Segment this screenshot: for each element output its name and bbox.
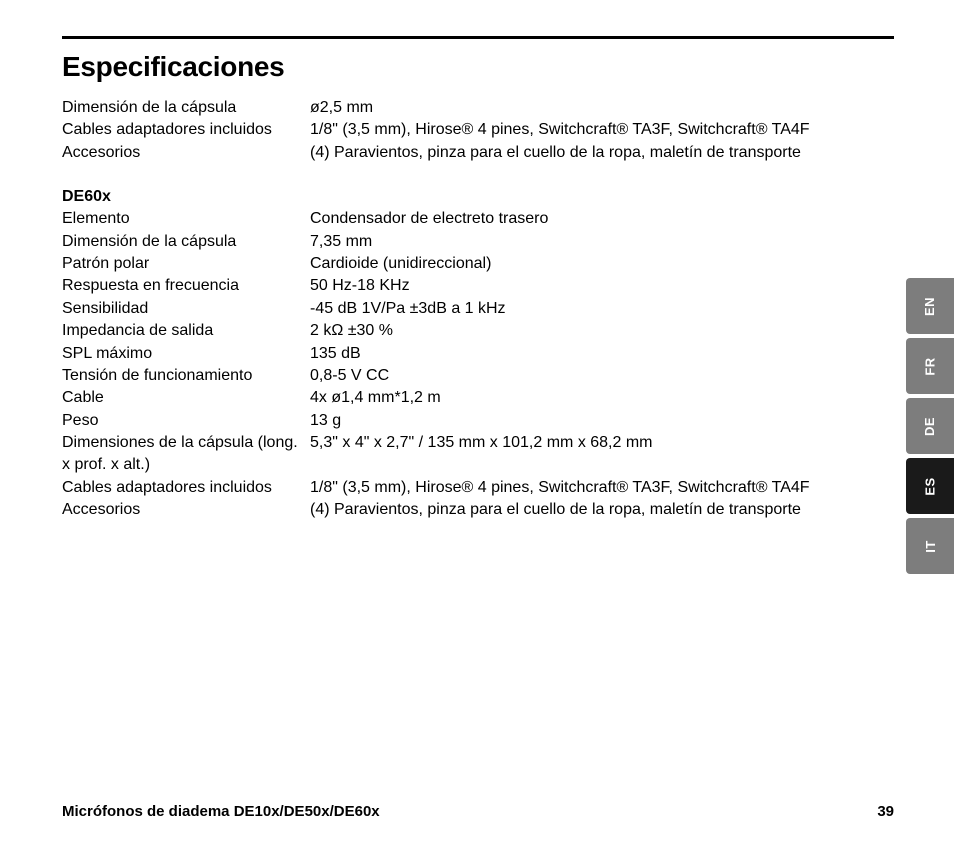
footer-title: Micrófonos de diadema DE10x/DE50x/DE60x (62, 803, 380, 820)
spec-value: (4) Paravientos, pinza para el cuello de… (310, 142, 894, 164)
spec-row: Patrón polar Cardioide (unidireccional) (62, 253, 894, 275)
lang-tab-label: ES (923, 477, 938, 495)
lang-tab-label: DE (923, 416, 938, 435)
subsection-heading: DE60x (62, 188, 894, 206)
spec-value: 2 kΩ ±30 % (310, 320, 894, 342)
spec-value: 1/8" (3,5 mm), Hirose® 4 pines, Switchcr… (310, 119, 894, 141)
spec-row: Respuesta en frecuencia 50 Hz-18 KHz (62, 275, 894, 297)
spec-row: Impedancia de salida 2 kΩ ±30 % (62, 320, 894, 342)
lang-tab-it[interactable]: IT (906, 518, 954, 574)
page-footer: Micrófonos de diadema DE10x/DE50x/DE60x … (62, 803, 894, 820)
page-content: Especificaciones Dimensión de la cápsula… (0, 0, 954, 522)
lang-tab-label: IT (923, 540, 938, 553)
spec-value: (4) Paravientos, pinza para el cuello de… (310, 499, 894, 521)
spec-row: Sensibilidad -45 dB 1V/Pa ±3dB a 1 kHz (62, 298, 894, 320)
spec-value: 5,3" x 4" x 2,7" / 135 mm x 101,2 mm x 6… (310, 432, 894, 454)
page-number: 39 (877, 803, 894, 820)
lang-tab-en[interactable]: EN (906, 278, 954, 334)
spec-row: Accesorios (4) Paravientos, pinza para e… (62, 499, 894, 521)
spec-value: 135 dB (310, 343, 894, 365)
sub-spec-table: Elemento Condensador de electreto traser… (62, 208, 894, 521)
section-title: Especificaciones (62, 51, 894, 83)
spec-row: Dimensiones de la cápsula (long. x prof.… (62, 432, 894, 477)
spec-label: Impedancia de salida (62, 320, 310, 342)
lang-tab-es[interactable]: ES (906, 458, 954, 514)
spec-row: Dimensión de la cápsula 7,35 mm (62, 231, 894, 253)
lang-tab-fr[interactable]: FR (906, 338, 954, 394)
spec-row: Dimensión de la cápsula ø2,5 mm (62, 97, 894, 119)
spec-label: Accesorios (62, 499, 310, 521)
top-rule (62, 36, 894, 39)
spec-label: Dimensión de la cápsula (62, 97, 310, 119)
spec-value: 1/8" (3,5 mm), Hirose® 4 pines, Switchcr… (310, 477, 894, 499)
spec-value: 7,35 mm (310, 231, 894, 253)
lang-tab-de[interactable]: DE (906, 398, 954, 454)
lang-tab-label: FR (923, 357, 938, 375)
spec-label: Dimensión de la cápsula (62, 231, 310, 253)
spec-row: Elemento Condensador de electreto traser… (62, 208, 894, 230)
spec-label: SPL máximo (62, 343, 310, 365)
spec-row: Tensión de funcionamiento 0,8-5 V CC (62, 365, 894, 387)
spec-row: Cables adaptadores incluidos 1/8" (3,5 m… (62, 477, 894, 499)
spec-row: SPL máximo 135 dB (62, 343, 894, 365)
spec-label: Cables adaptadores incluidos (62, 119, 310, 141)
spec-value: 13 g (310, 410, 894, 432)
spec-value: 4x ø1,4 mm*1,2 m (310, 387, 894, 409)
spec-label: Cables adaptadores incluidos (62, 477, 310, 499)
spec-label: Sensibilidad (62, 298, 310, 320)
spec-label: Respuesta en frecuencia (62, 275, 310, 297)
spec-label: Dimensiones de la cápsula (long. x prof.… (62, 432, 310, 477)
spec-row: Peso 13 g (62, 410, 894, 432)
top-spec-table: Dimensión de la cápsula ø2,5 mm Cables a… (62, 97, 894, 164)
spec-label: Elemento (62, 208, 310, 230)
spec-label: Accesorios (62, 142, 310, 164)
spec-label: Patrón polar (62, 253, 310, 275)
spec-value: ø2,5 mm (310, 97, 894, 119)
spec-value: 50 Hz-18 KHz (310, 275, 894, 297)
spec-value: -45 dB 1V/Pa ±3dB a 1 kHz (310, 298, 894, 320)
spec-value: Condensador de electreto trasero (310, 208, 894, 230)
spec-value: 0,8-5 V CC (310, 365, 894, 387)
spec-label: Tensión de funcionamiento (62, 365, 310, 387)
spec-label: Cable (62, 387, 310, 409)
spec-row: Cable 4x ø1,4 mm*1,2 m (62, 387, 894, 409)
spec-row: Cables adaptadores incluidos 1/8" (3,5 m… (62, 119, 894, 141)
spec-label: Peso (62, 410, 310, 432)
spec-value: Cardioide (unidireccional) (310, 253, 894, 275)
language-tabs: EN FR DE ES IT (906, 278, 954, 578)
lang-tab-label: EN (923, 296, 938, 315)
spec-row: Accesorios (4) Paravientos, pinza para e… (62, 142, 894, 164)
